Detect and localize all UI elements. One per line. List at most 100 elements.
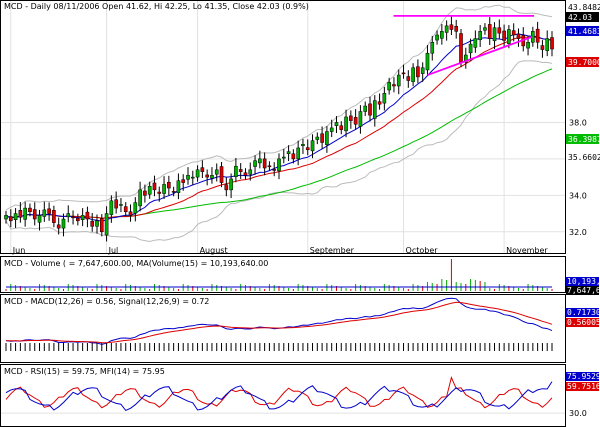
candle-body — [23, 207, 27, 220]
price-label-box — [566, 134, 599, 144]
candle-body — [37, 215, 42, 223]
candle-body — [147, 185, 152, 195]
candle-body — [71, 216, 75, 219]
candle-body — [325, 131, 329, 145]
candle-body — [119, 204, 123, 206]
candle-body — [368, 103, 372, 116]
candle-body — [492, 27, 497, 42]
candle-body — [468, 43, 473, 54]
price-label: 42.03 — [568, 13, 592, 22]
candle-body — [104, 213, 109, 236]
x-tick-label: September — [310, 246, 355, 255]
candle-body — [301, 144, 305, 147]
candle-body — [526, 42, 530, 49]
candle-body — [281, 156, 286, 159]
candle-body — [214, 169, 219, 175]
candle-body — [66, 213, 71, 218]
candle-body — [502, 30, 506, 41]
candle-body — [315, 136, 320, 140]
x-tick-label: Jun — [12, 246, 26, 255]
price-label-box — [566, 152, 599, 162]
candle-body — [454, 25, 459, 32]
macd-header: MCD - MACD(12,26) = 0.56, Signal(12,26,9… — [4, 297, 209, 306]
candle-body — [540, 45, 545, 50]
price-label-box — [566, 57, 599, 67]
candle-body — [8, 216, 13, 222]
candle-body — [56, 224, 61, 229]
band-upper — [5, 4, 553, 211]
candle-body — [157, 191, 162, 194]
candle-body — [310, 140, 315, 152]
candle-body — [267, 165, 272, 168]
rsi-tick-label: 30.0 — [569, 409, 587, 418]
candle-body — [406, 76, 411, 81]
x-tick-label: October — [406, 246, 439, 255]
candle-body — [459, 33, 463, 63]
candle-body — [162, 184, 166, 194]
candle-body — [258, 158, 262, 164]
candle-body — [128, 211, 133, 216]
candle-body — [401, 72, 406, 75]
candle-body — [229, 178, 233, 191]
candle-body — [291, 153, 296, 160]
candle-body — [42, 209, 47, 217]
rsi-label: 75.9529 — [567, 372, 600, 381]
volume-panel — [0, 256, 566, 293]
price-candles — [4, 16, 554, 242]
candle-body — [253, 160, 257, 167]
y-tick-label: 34.0 — [569, 191, 587, 200]
candle-body — [18, 210, 23, 218]
candle-body — [224, 184, 229, 191]
candle-body — [28, 207, 32, 212]
price-label: 43.8482 — [568, 3, 600, 12]
candle-body — [329, 127, 334, 132]
candle-body — [545, 38, 550, 51]
candle-body — [80, 215, 85, 221]
candle-body — [463, 54, 468, 63]
volume-bars — [5, 259, 553, 291]
candle-body — [133, 202, 138, 214]
candle-body — [396, 74, 401, 87]
candle-body — [392, 84, 396, 87]
candle-body — [339, 125, 344, 130]
candle-body — [90, 220, 95, 227]
candle-body — [320, 133, 324, 143]
candle-body — [511, 30, 516, 36]
trendlines — [393, 14, 535, 76]
candle-body — [167, 181, 171, 189]
candle-body — [152, 182, 157, 191]
candle-body — [473, 38, 478, 48]
candle-body — [219, 166, 224, 183]
candle-body — [507, 29, 511, 44]
candle-body — [334, 122, 339, 126]
price-label-box — [566, 26, 599, 36]
candle-body — [483, 27, 487, 31]
candle-body — [416, 66, 420, 78]
candle-body — [382, 93, 387, 104]
candle-body — [363, 105, 368, 112]
candle-body — [32, 209, 37, 220]
candle-body — [272, 169, 277, 171]
candle-body — [95, 220, 99, 227]
volume-header: MCD - Volume ( = 7,647,600.00, MA(Volume… — [4, 259, 268, 268]
candle-body — [138, 189, 142, 207]
candle-body — [210, 175, 214, 179]
x-tick-label: Jul — [108, 246, 119, 255]
candle-body — [200, 167, 205, 172]
price-panel — [0, 0, 600, 254]
x-tick-label: November — [506, 246, 548, 255]
candle-body — [305, 147, 310, 151]
chart-labels: 32.034.036.038.0JunJulAugustSeptemberOct… — [12, 2, 600, 418]
candle-body — [61, 218, 66, 229]
volume-label: 10,193,640 — [567, 277, 600, 286]
mfi-line — [5, 381, 553, 412]
rsi-lines — [1, 375, 565, 414]
candle-body — [195, 169, 200, 178]
candle-body — [387, 82, 391, 91]
candle-body — [358, 111, 363, 127]
candle-body — [181, 179, 186, 183]
macd-label-box — [566, 308, 599, 317]
volume-label-box — [566, 277, 599, 286]
candle-body — [430, 42, 435, 54]
candle-body — [478, 31, 482, 40]
